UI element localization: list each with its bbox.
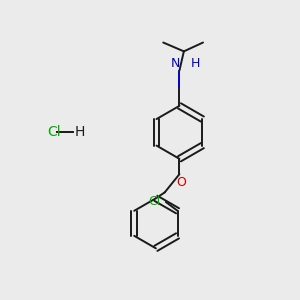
Text: N: N [171, 57, 181, 70]
Text: H: H [190, 57, 200, 70]
Text: Cl: Cl [47, 125, 61, 139]
Text: H: H [75, 125, 85, 139]
Text: Cl: Cl [148, 196, 161, 208]
Text: O: O [176, 176, 186, 190]
